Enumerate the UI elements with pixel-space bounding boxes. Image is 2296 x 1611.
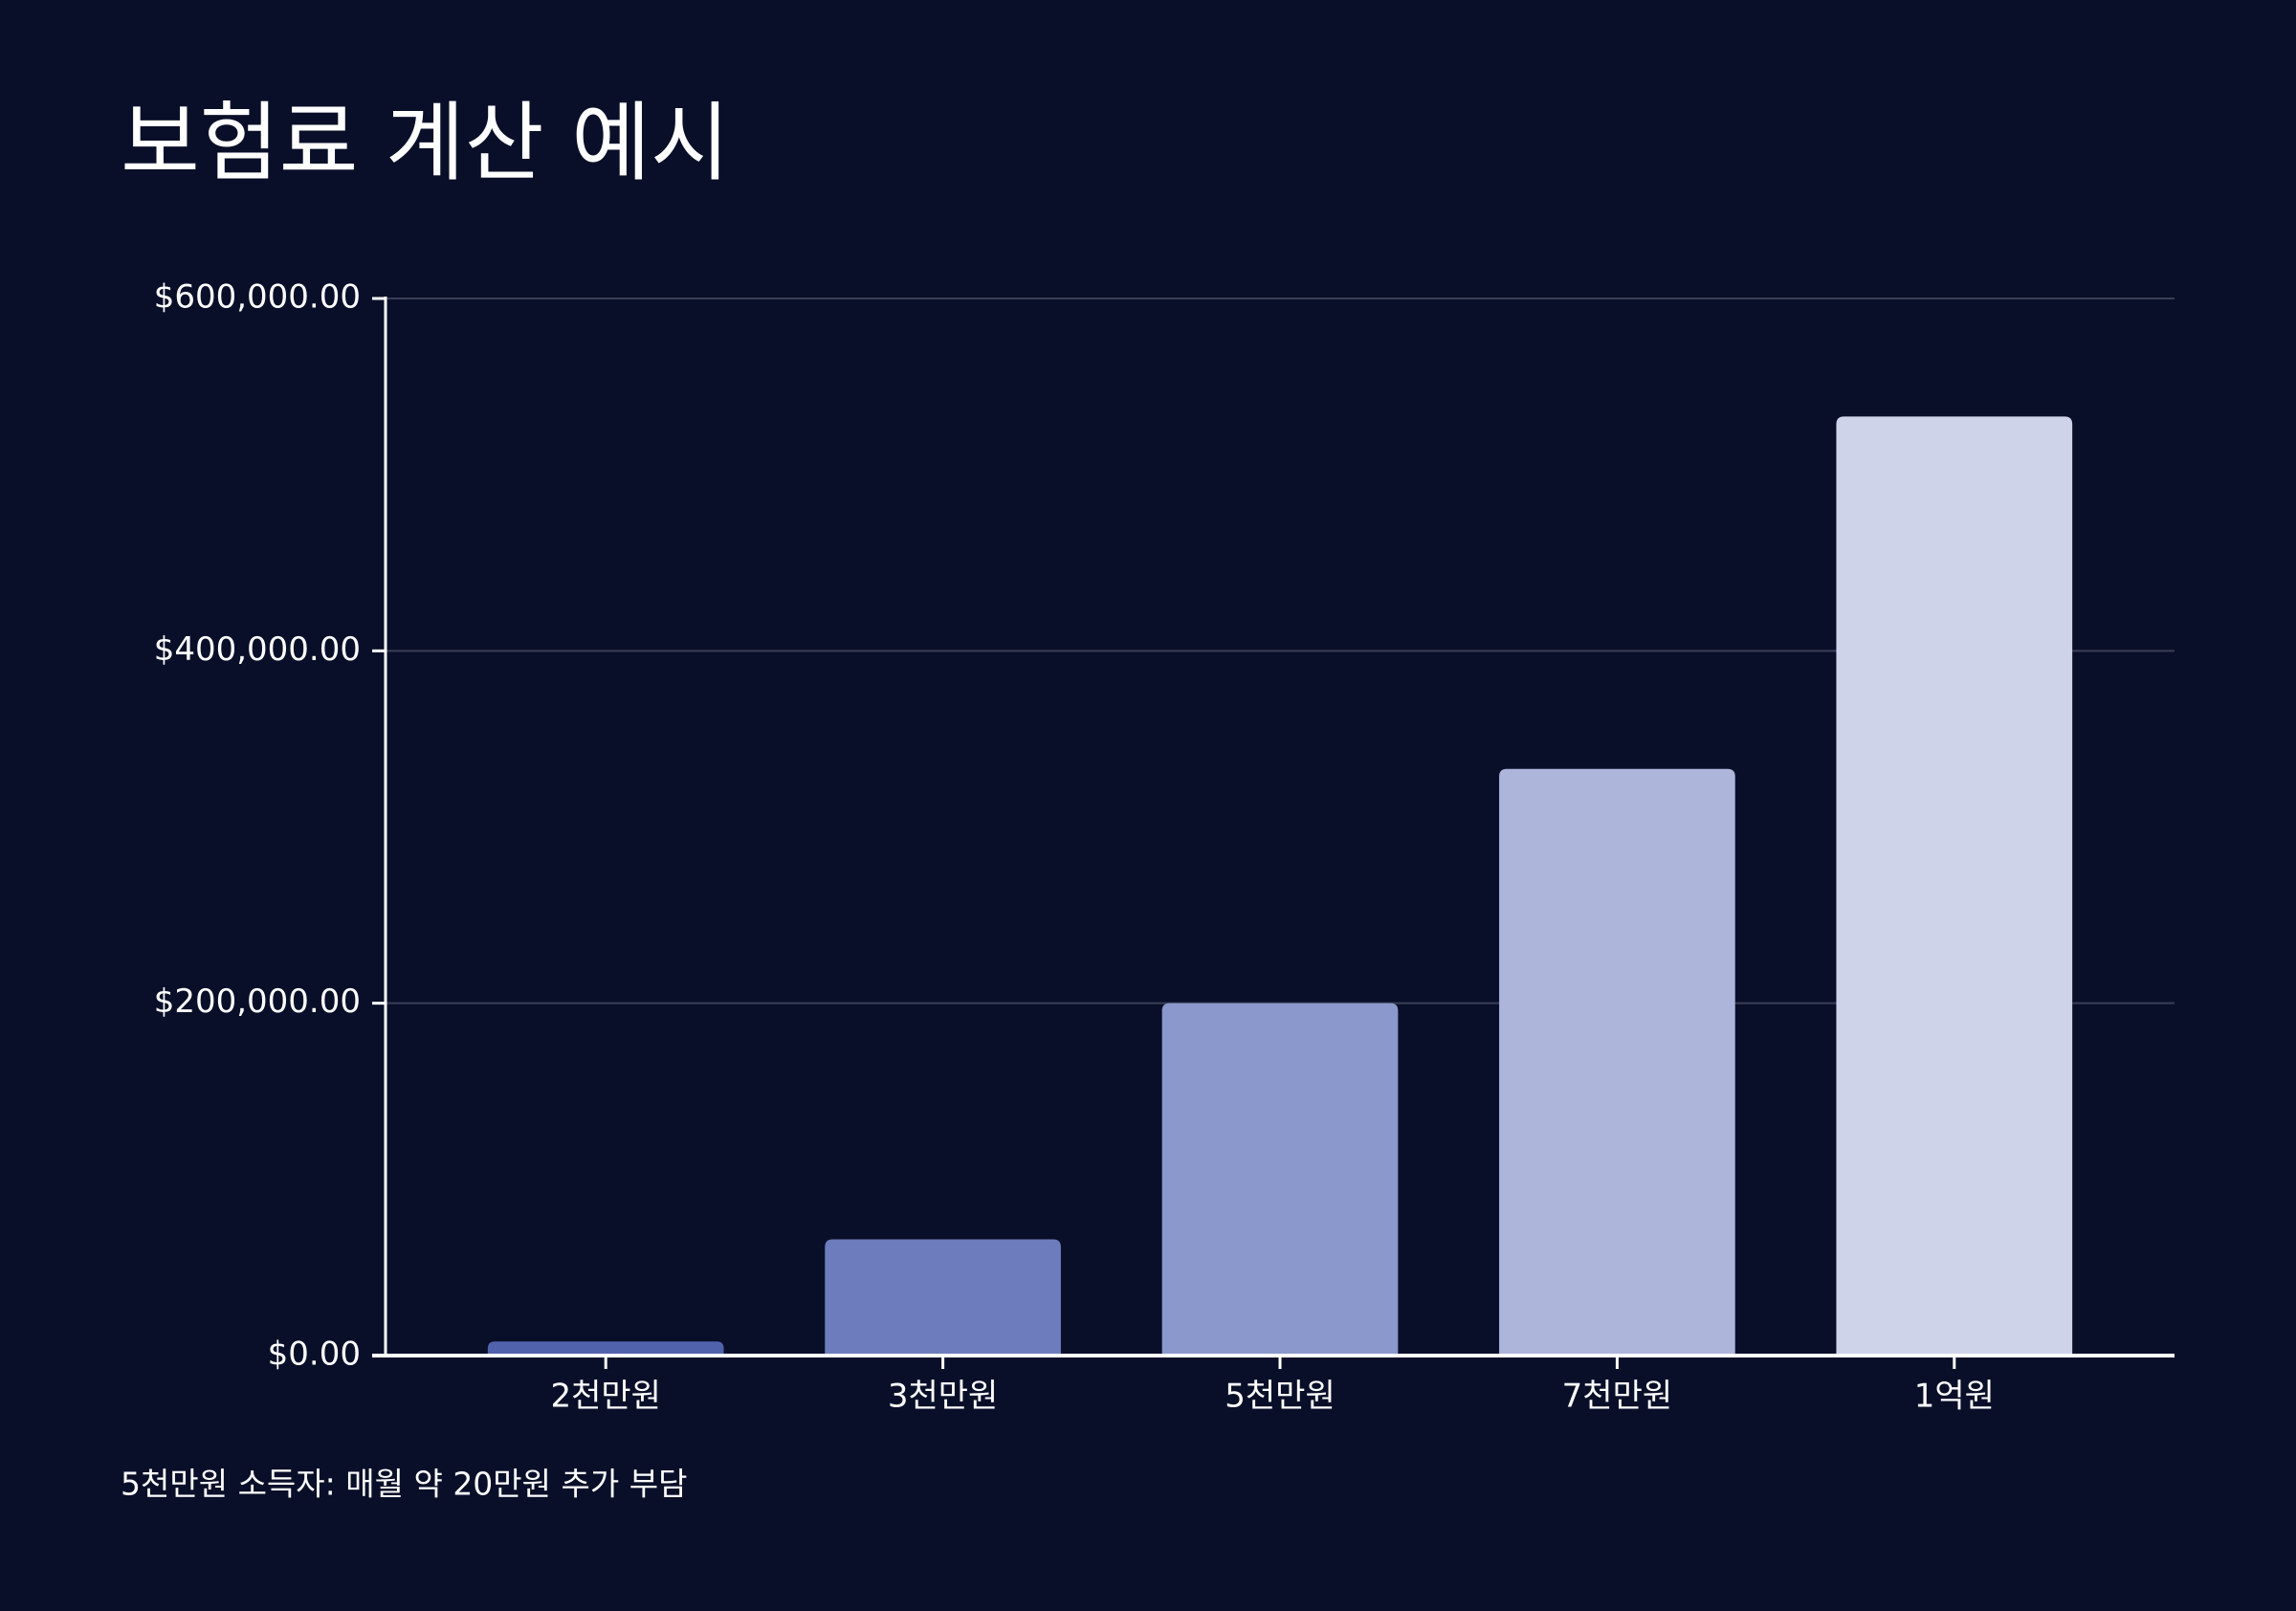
chart-title: 보험료 계산 예시 (121, 93, 730, 193)
y-tick-label: $400,000.00 (154, 630, 361, 669)
bar (1499, 768, 1735, 1356)
bar (825, 1239, 1061, 1356)
x-tick-label: 7천만원 (1562, 1378, 1672, 1416)
x-tick-label: 2천만원 (550, 1378, 660, 1416)
bar (1161, 1003, 1399, 1356)
y-tick-label: $600,000.00 (154, 278, 361, 317)
annotation: 5천만원 소득자: 매월 약 20만원 추가 부담 (121, 1466, 687, 1503)
y-tick-label: $0.00 (268, 1335, 361, 1374)
bar (487, 1341, 724, 1356)
x-tick-label: 3천만원 (888, 1378, 998, 1416)
x-tick-label: 1억원 (1914, 1378, 1995, 1416)
x-tick-label: 5천만원 (1225, 1378, 1335, 1416)
bar (1836, 416, 2073, 1356)
y-tick-label: $200,000.00 (154, 982, 361, 1021)
